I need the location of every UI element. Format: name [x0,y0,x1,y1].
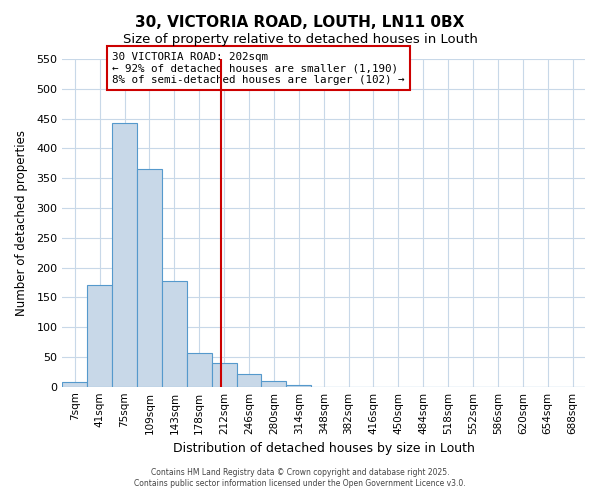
Bar [236,374,262,386]
Bar [112,122,137,386]
Bar [87,286,112,386]
X-axis label: Distribution of detached houses by size in Louth: Distribution of detached houses by size … [173,442,475,455]
Bar [162,280,187,386]
Bar [187,352,212,386]
Bar [212,363,236,386]
Text: Contains HM Land Registry data © Crown copyright and database right 2025.
Contai: Contains HM Land Registry data © Crown c… [134,468,466,487]
Text: 30, VICTORIA ROAD, LOUTH, LN11 0BX: 30, VICTORIA ROAD, LOUTH, LN11 0BX [136,15,464,30]
Bar [137,169,162,386]
Bar [262,380,286,386]
Text: Size of property relative to detached houses in Louth: Size of property relative to detached ho… [122,32,478,46]
Text: 30 VICTORIA ROAD: 202sqm
← 92% of detached houses are smaller (1,190)
8% of semi: 30 VICTORIA ROAD: 202sqm ← 92% of detach… [112,52,404,85]
Y-axis label: Number of detached properties: Number of detached properties [15,130,28,316]
Bar [62,382,87,386]
